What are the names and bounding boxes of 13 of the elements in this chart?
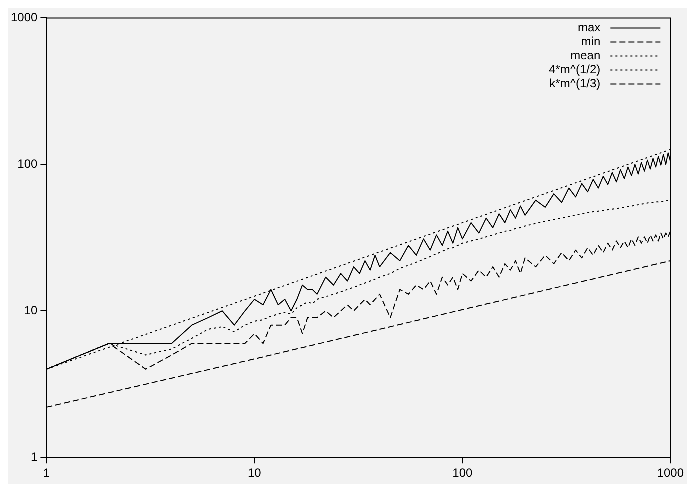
x-tick-label: 100 <box>452 466 473 480</box>
legend-label: min <box>581 34 601 49</box>
x-tick-label: 1 <box>43 466 50 480</box>
y-tick-label: 1 <box>31 450 38 464</box>
legend-label: k*m^(1/3) <box>550 76 601 91</box>
y-tick-label: 1000 <box>10 10 38 25</box>
y-tick-label: 10 <box>24 303 38 318</box>
legend-label: max <box>578 20 601 35</box>
x-tick-label: 10 <box>248 466 262 480</box>
x-tick-label: 1000 <box>657 466 684 480</box>
legend-label: 4*m^(1/2) <box>548 62 601 77</box>
y-tick-label: 100 <box>18 156 38 171</box>
legend-label: mean <box>570 48 601 63</box>
